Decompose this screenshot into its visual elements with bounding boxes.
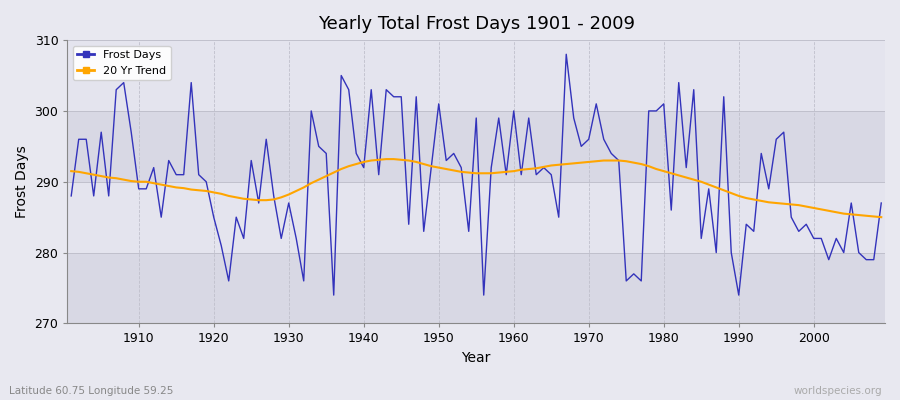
Title: Yearly Total Frost Days 1901 - 2009: Yearly Total Frost Days 1901 - 2009 xyxy=(318,15,634,33)
Text: Latitude 60.75 Longitude 59.25: Latitude 60.75 Longitude 59.25 xyxy=(9,386,174,396)
X-axis label: Year: Year xyxy=(462,351,490,365)
Y-axis label: Frost Days: Frost Days xyxy=(15,145,29,218)
Bar xyxy=(68,111,885,182)
Bar xyxy=(68,40,885,111)
Bar xyxy=(68,252,885,324)
Legend: Frost Days, 20 Yr Trend: Frost Days, 20 Yr Trend xyxy=(73,46,171,80)
Text: worldspecies.org: worldspecies.org xyxy=(794,386,882,396)
Bar xyxy=(68,182,885,252)
